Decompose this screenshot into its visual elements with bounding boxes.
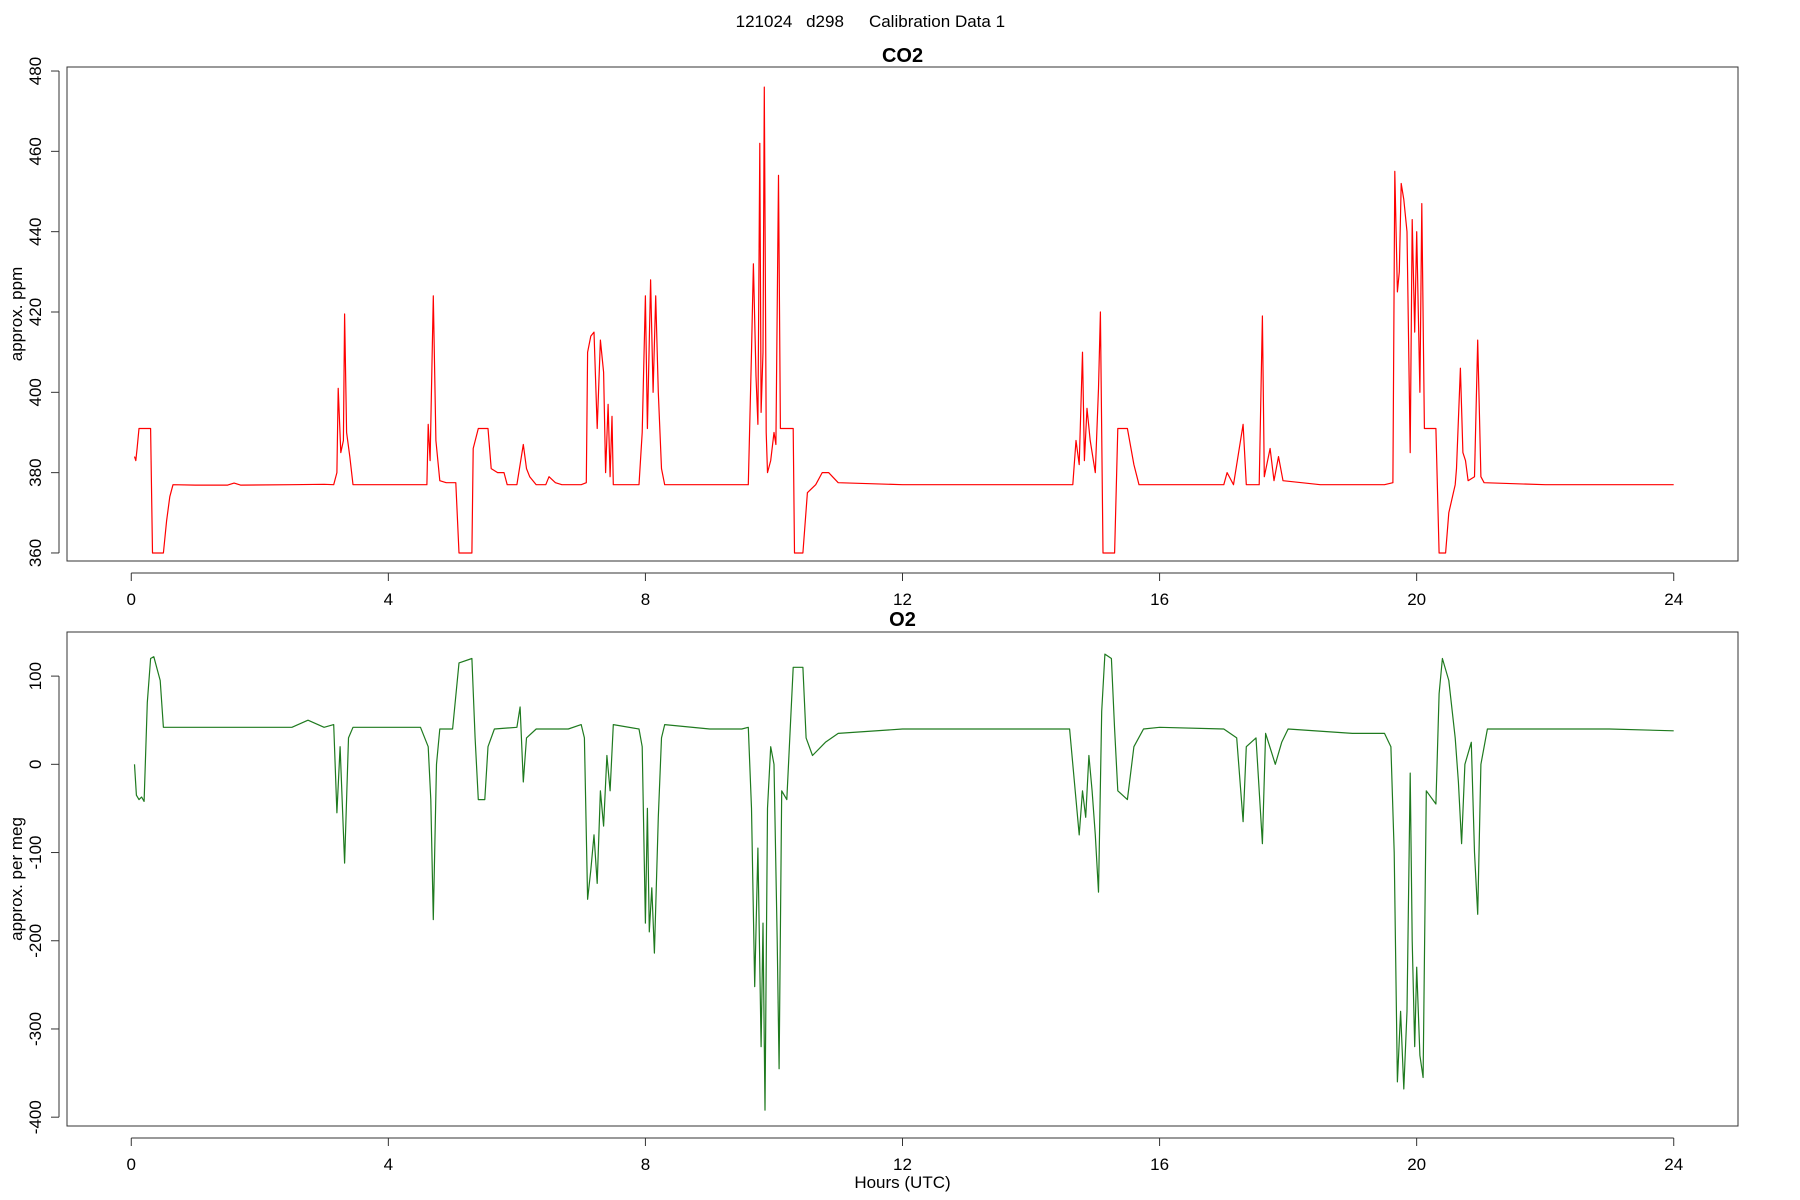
- o2-x-axis-label: Hours (UTC): [854, 1173, 950, 1192]
- suptitle-part-3: Calibration Data 1: [869, 12, 1005, 31]
- co2-y-tick-label: 400: [26, 378, 45, 406]
- co2-y-tick-label: 460: [26, 137, 45, 165]
- o2-plot-frame: [66, 631, 1739, 1127]
- o2-x-tick-label: 4: [384, 1155, 393, 1174]
- co2-plot-frame: [66, 66, 1739, 562]
- co2-x-tick-label: 4: [384, 590, 393, 609]
- co2-x-tick-label: 20: [1407, 590, 1426, 609]
- o2-y-axis-label: approx. per meg: [7, 817, 26, 941]
- co2-x-tick-label: 24: [1664, 590, 1683, 609]
- co2-title: CO2: [882, 45, 923, 67]
- o2-x-tick-label: 8: [641, 1155, 650, 1174]
- co2-x-tick-label: 12: [893, 590, 912, 609]
- o2-y-tick-label: -300: [26, 1012, 45, 1046]
- o2-x-tick-label: 12: [893, 1155, 912, 1174]
- o2-x-tick-label: 0: [127, 1155, 136, 1174]
- co2-x-tick-label: 0: [127, 590, 136, 609]
- o2-y-tick-label: -100: [26, 836, 45, 870]
- o2-y-tick-label: 0: [26, 760, 45, 769]
- o2-x-tick-label: 16: [1150, 1155, 1169, 1174]
- o2-series-line: [133, 653, 1674, 1111]
- co2-series-line: [133, 86, 1674, 554]
- o2-x-tick-label: 20: [1407, 1155, 1426, 1174]
- o2-panel: O2 0 4 8 12 16 20 24 -400 -300 -200 -100 0 100 approx.…: [7, 609, 1739, 1192]
- co2-y-tick-label: 440: [26, 217, 45, 245]
- co2-x-tick-label: 16: [1150, 590, 1169, 609]
- o2-title: O2: [889, 609, 916, 631]
- co2-y-tick-label: 480: [26, 57, 45, 85]
- suptitle-part-1: 121024: [736, 12, 793, 31]
- suptitle-part-2: d298: [806, 12, 844, 31]
- co2-x-tick-label: 8: [641, 590, 650, 609]
- o2-y-tick-label: -400: [26, 1100, 45, 1134]
- co2-y-axis-label: approx. ppm: [7, 267, 26, 362]
- co2-y-tick-label: 360: [26, 539, 45, 567]
- co2-y-tick-label: 420: [26, 298, 45, 326]
- figure-suptitle: 121024 d298 Calibration Data 1: [736, 12, 1005, 31]
- co2-y-tick-label: 380: [26, 458, 45, 486]
- o2-y-tick-label: 100: [26, 662, 45, 690]
- co2-panel: CO2 0 4 8 12 16 20 24 360 380 400 420 440 460 480 appro…: [7, 45, 1739, 609]
- o2-y-tick-label: -200: [26, 924, 45, 958]
- o2-x-tick-label: 24: [1664, 1155, 1683, 1174]
